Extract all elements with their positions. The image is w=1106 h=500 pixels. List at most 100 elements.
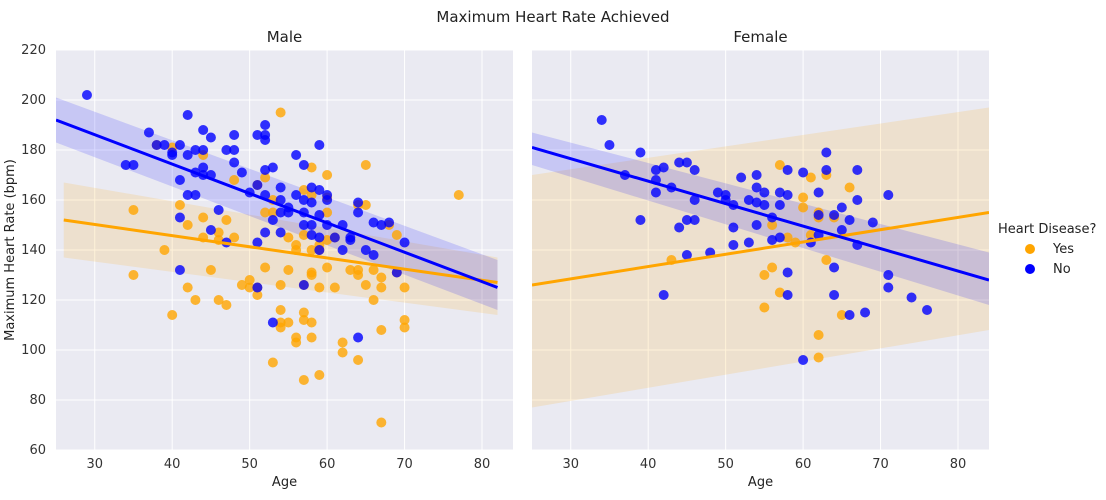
point-no bbox=[728, 222, 739, 233]
point-no bbox=[867, 217, 878, 228]
point-no bbox=[836, 225, 847, 235]
point-yes bbox=[306, 162, 317, 173]
point-no bbox=[712, 187, 723, 198]
point-yes bbox=[260, 172, 271, 183]
point-no bbox=[860, 307, 871, 318]
point-no bbox=[267, 215, 278, 225]
point-no bbox=[743, 195, 754, 205]
point-yes bbox=[399, 322, 410, 333]
point-no bbox=[291, 150, 302, 160]
point-yes bbox=[283, 232, 294, 243]
legend-title: Heart Disease? bbox=[998, 222, 1096, 237]
point-yes bbox=[844, 182, 855, 193]
point-yes bbox=[267, 357, 278, 368]
point-no bbox=[229, 157, 240, 168]
point-yes bbox=[391, 230, 402, 240]
point-no bbox=[774, 200, 785, 210]
point-no bbox=[353, 332, 364, 343]
point-no bbox=[329, 232, 340, 243]
point-no bbox=[252, 282, 263, 293]
legend-marker-yes bbox=[1025, 244, 1035, 254]
point-no bbox=[782, 165, 793, 175]
legend-marker-no bbox=[1025, 264, 1035, 274]
panel-title: Male bbox=[267, 28, 303, 46]
point-no bbox=[376, 220, 387, 230]
point-no bbox=[298, 160, 309, 170]
plot-content bbox=[532, 107, 989, 408]
point-yes bbox=[229, 232, 240, 243]
point-yes bbox=[813, 330, 824, 340]
point-yes bbox=[252, 290, 263, 300]
regression-line-no bbox=[532, 146, 989, 282]
y-axis-label: Maximum Heart Rate (bpm) bbox=[3, 159, 18, 341]
point-no bbox=[81, 90, 92, 100]
point-yes bbox=[244, 282, 255, 293]
point-yes bbox=[167, 310, 178, 320]
point-yes bbox=[213, 295, 224, 305]
point-yes bbox=[190, 295, 201, 305]
point-no bbox=[337, 245, 348, 255]
point-yes bbox=[376, 272, 387, 283]
point-no bbox=[813, 210, 824, 220]
point-yes bbox=[798, 192, 809, 203]
point-no bbox=[689, 215, 700, 225]
point-no bbox=[728, 240, 739, 250]
point-no bbox=[751, 182, 762, 193]
point-no bbox=[128, 160, 139, 170]
point-yes bbox=[759, 270, 770, 280]
point-yes bbox=[399, 315, 410, 325]
point-no bbox=[322, 195, 333, 205]
point-yes bbox=[306, 190, 317, 200]
point-yes bbox=[275, 305, 286, 315]
point-no bbox=[198, 145, 209, 155]
point-no bbox=[635, 147, 646, 158]
y-tick-label: 220 bbox=[21, 43, 46, 58]
point-yes bbox=[353, 270, 364, 280]
regression-line-yes bbox=[63, 218, 498, 284]
point-yes bbox=[314, 282, 325, 293]
point-no bbox=[681, 215, 692, 225]
point-no bbox=[260, 165, 271, 175]
point-yes bbox=[322, 235, 333, 245]
point-yes bbox=[306, 317, 317, 328]
point-no bbox=[751, 197, 762, 208]
point-no bbox=[190, 145, 201, 155]
point-no bbox=[852, 195, 863, 205]
point-no bbox=[291, 190, 302, 200]
point-yes bbox=[368, 295, 379, 305]
point-no bbox=[275, 195, 286, 205]
point-no bbox=[596, 115, 607, 125]
figure-title: Maximum Heart Rate Achieved bbox=[436, 8, 669, 26]
point-yes bbox=[805, 172, 816, 183]
y-tick-label: 200 bbox=[21, 93, 46, 108]
point-no bbox=[829, 210, 840, 220]
point-no bbox=[174, 140, 185, 150]
point-no bbox=[658, 290, 669, 300]
point-yes bbox=[759, 302, 770, 313]
point-yes bbox=[767, 262, 778, 273]
point-yes bbox=[267, 207, 278, 218]
point-yes bbox=[182, 282, 193, 293]
point-yes bbox=[298, 230, 309, 240]
point-no bbox=[151, 140, 162, 150]
point-yes bbox=[774, 160, 785, 170]
point-no bbox=[267, 162, 278, 173]
point-no bbox=[275, 207, 286, 218]
point-yes bbox=[399, 282, 410, 293]
point-no bbox=[391, 267, 402, 278]
point-no bbox=[205, 132, 216, 143]
point-yes bbox=[229, 175, 240, 185]
confidence-band-yes bbox=[63, 182, 498, 315]
point-yes bbox=[767, 220, 778, 230]
panel-male: 60 80 100 120 140 160 180 200 220 30 40 50 60 70 80 Mal… bbox=[21, 28, 513, 490]
point-yes bbox=[337, 347, 348, 358]
x-tick-label: 60 bbox=[319, 457, 336, 472]
point-no bbox=[681, 250, 692, 260]
point-no bbox=[384, 217, 395, 228]
y-tick-label: 160 bbox=[21, 193, 46, 208]
point-yes bbox=[306, 267, 317, 278]
y-tick-label: 140 bbox=[21, 243, 46, 258]
point-no bbox=[798, 355, 809, 365]
point-no bbox=[353, 197, 364, 208]
point-no bbox=[298, 195, 309, 205]
